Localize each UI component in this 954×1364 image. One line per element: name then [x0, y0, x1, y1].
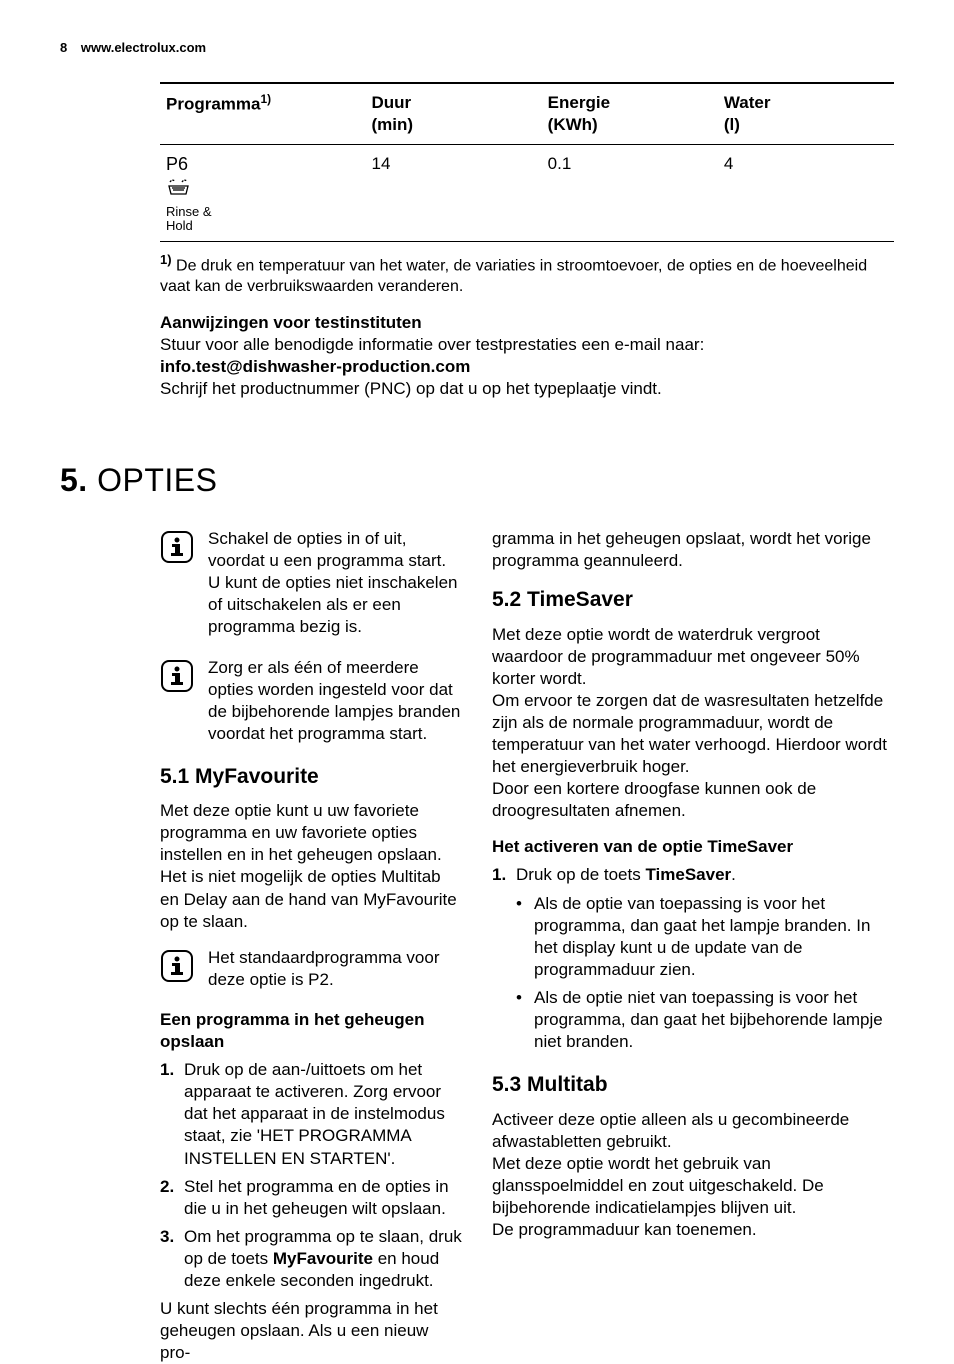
s51-para1: Met deze optie kunt u uw favoriete progr… [160, 800, 462, 866]
program-name: P6 [166, 153, 360, 176]
footnote-text: De druk en temperatuur van het water, de… [160, 257, 867, 295]
td-water: 4 [718, 145, 894, 242]
s51-subheading: Een programma in het geheugen opslaan [160, 1009, 462, 1053]
rinse-hold-icon [166, 178, 360, 202]
test-line1: Stuur voor alle benodigde informatie ove… [160, 334, 894, 356]
chapter-name: OPTIES [97, 462, 217, 498]
info-icon [160, 949, 194, 983]
info-text-2: Zorg er als één of meerdere opties worde… [208, 657, 462, 745]
td-energie: 0.1 [542, 145, 718, 242]
section-5-1-heading: 5.1 MyFavourite [160, 763, 462, 790]
continuation-text: gramma in het geheugen opslaat, wordt he… [492, 528, 894, 572]
info-text-1: Schakel de opties in of uit, voordat u e… [208, 528, 462, 638]
s52-ordered-list: Druk op de toets TimeSaver. Als de optie… [492, 864, 894, 1053]
list-item: Als de optie niet van toepassing is voor… [516, 987, 894, 1053]
footnote-num: 1) [160, 252, 172, 267]
list-item: Als de optie van toepassing is voor het … [516, 893, 894, 981]
s52-subheading: Het activeren van de optie TimeSaver [492, 836, 894, 858]
page-header: 8 www.electrolux.com [60, 40, 894, 57]
info-icon [160, 659, 194, 693]
th-programma-sup: 1) [260, 92, 271, 106]
s51-tail: U kunt slechts één programma in het gehe… [160, 1298, 462, 1364]
s53-para3: De programmaduur kan toenemen. [492, 1219, 894, 1241]
s52-para1: Met deze optie wordt de waterdruk vergro… [492, 624, 894, 690]
header-url: www.electrolux.com [81, 40, 206, 55]
test-institute-block: Aanwijzingen voor testinstituten Stuur v… [160, 312, 894, 400]
list-item: Om het programma op te slaan, druk op de… [160, 1226, 462, 1292]
s51-info: Het standaardprogramma voor deze optie i… [208, 947, 462, 991]
section-5-3-heading: 5.3 Multitab [492, 1071, 894, 1098]
page-number: 8 [60, 40, 67, 55]
program-subtitle: Rinse & Hold [166, 205, 360, 234]
s53-para2: Met deze optie wordt het gebruik van gla… [492, 1153, 894, 1219]
s53-para1: Activeer deze optie alleen als u gecombi… [492, 1109, 894, 1153]
test-email: info.test@dishwasher-production.com [160, 357, 470, 376]
th-programma-label: Programma [166, 95, 260, 114]
table-header-row: Programma1) Duur (min) Energie (KWh) Wat… [160, 83, 894, 145]
section-5-2-heading: 5.2 TimeSaver [492, 586, 894, 613]
table-row: P6 Rinse & [160, 145, 894, 242]
list-item: Druk op de toets TimeSaver. Als de optie… [492, 864, 894, 1053]
left-column: Schakel de opties in of uit, voordat u e… [60, 528, 462, 1364]
th-duur-unit: (min) [372, 115, 414, 134]
table-footnote: 1) De druk en temperatuur van het water,… [160, 252, 894, 298]
right-column: gramma in het geheugen opslaat, wordt he… [492, 528, 894, 1364]
list-item: Druk op de aan-/uittoets om het apparaat… [160, 1059, 462, 1169]
td-duur: 14 [366, 145, 542, 242]
s51-ordered-list: Druk op de aan-/uittoets om het apparaat… [160, 1059, 462, 1292]
s52-bullet-list: Als de optie van toepassing is voor het … [516, 893, 894, 1054]
th-energie-unit: (KWh) [548, 115, 598, 134]
th-water: Water (l) [718, 83, 894, 145]
test-line2: Schrijf het productnummer (PNC) op dat u… [160, 378, 894, 400]
th-water-unit: (l) [724, 115, 740, 134]
program-table: Programma1) Duur (min) Energie (KWh) Wat… [160, 82, 894, 242]
s52-para3: Door een kortere droogfase kunnen ook de… [492, 778, 894, 822]
th-duur-label: Duur [372, 93, 412, 112]
chapter-title: 5. OPTIES [60, 460, 894, 502]
td-programma: P6 Rinse & [160, 145, 366, 242]
s52-para2: Om ervoor te zorgen dat de wasresultaten… [492, 690, 894, 778]
th-programma: Programma1) [160, 83, 366, 145]
th-energie-label: Energie [548, 93, 610, 112]
list-item: Stel het programma en de opties in die u… [160, 1176, 462, 1220]
th-duur: Duur (min) [366, 83, 542, 145]
th-energie: Energie (KWh) [542, 83, 718, 145]
th-water-label: Water [724, 93, 771, 112]
info-icon [160, 530, 194, 564]
chapter-num: 5. [60, 462, 88, 498]
s51-para2: Het is niet mogelijk de opties Multitab … [160, 866, 462, 932]
test-heading: Aanwijzingen voor testinstituten [160, 313, 422, 332]
